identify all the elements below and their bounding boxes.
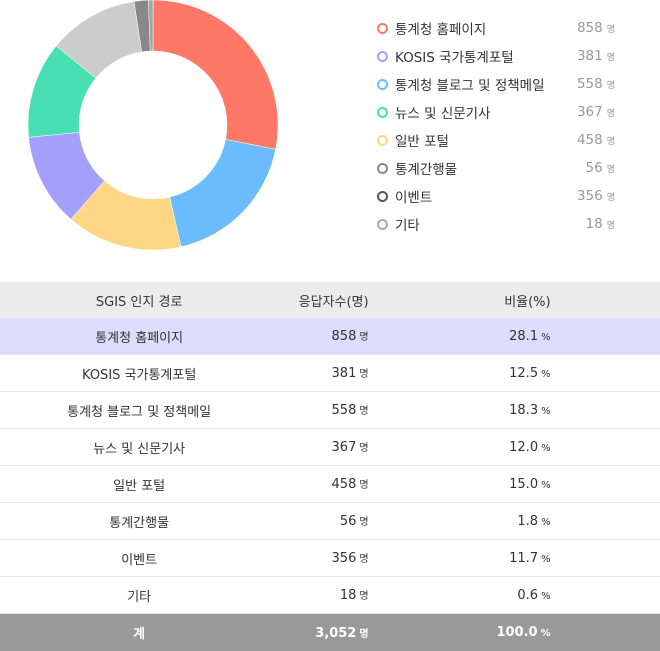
legend-label: 기타 [395,214,586,234]
legend-unit: 명 [607,190,615,203]
legend-label: 통계청 홈페이지 [395,18,577,38]
donut-slice-3[interactable] [170,139,276,246]
cell-label: 통계청 홈페이지 [0,318,278,355]
legend-label: 일반 포털 [395,130,577,150]
cell-spacer [552,429,660,466]
cell-spacer [552,318,660,355]
header-spacer [552,282,660,318]
legend-marker-icon [377,163,388,174]
legend-marker-icon [377,191,388,202]
legend-value: 458 [577,132,603,148]
legend-value: 558 [577,76,603,92]
cell-label: 이벤트 [0,540,278,577]
legend-label: 통계청 블로그 및 정책메일 [395,74,577,94]
legend-marker-icon [377,135,388,146]
cell-spacer [552,540,660,577]
header-ratio: 비율(%) [370,282,552,318]
cell-ratio: 1.8% [370,503,552,540]
cell-ratio: 18.3% [370,392,552,429]
legend-marker-icon [377,107,388,118]
legend-label: 뉴스 및 신문기사 [395,102,577,122]
cell-spacer [552,577,660,614]
legend-value: 18 [586,216,603,232]
legend-label: 이벤트 [395,186,577,206]
legend-unit: 명 [607,50,615,63]
legend-unit: 명 [607,134,615,147]
cell-label: KOSIS 국가통계포털 [0,355,278,392]
cell-spacer [552,614,660,651]
header-count: 응답자수(명) [278,282,369,318]
table-header-row: SGIS 인지 경로 응답자수(명) 비율(%) [0,282,660,318]
cell-spacer [552,466,660,503]
cell-ratio: 0.6% [370,577,552,614]
legend-label: 통계간행물 [395,158,586,178]
legend-value: 367 [577,104,603,120]
header-path: SGIS 인지 경로 [0,282,278,318]
cell-spacer [552,355,660,392]
legend-value: 356 [577,188,603,204]
cell-label: 통계청 블로그 및 정책메일 [0,392,278,429]
cell-ratio: 11.7% [370,540,552,577]
legend-unit: 명 [607,78,615,91]
cell-ratio: 28.1% [370,318,552,355]
legend-unit: 명 [607,218,615,231]
legend-marker-icon [377,51,388,62]
cell-spacer [552,503,660,540]
legend-unit: 명 [607,22,615,35]
cell-label: 통계간행물 [0,503,278,540]
cell-label: 일반 포털 [0,466,278,503]
cell-ratio: 12.0% [370,429,552,466]
legend-marker-icon [377,79,388,90]
legend-unit: 명 [607,106,615,119]
legend-value: 381 [577,48,603,64]
cell-spacer [552,392,660,429]
cell-label: 뉴스 및 신문기사 [0,429,278,466]
cell-label: 기타 [0,577,278,614]
legend-value: 56 [586,160,603,176]
cell-ratio: 100.0% [370,614,552,651]
cell-ratio: 12.5% [370,355,552,392]
legend-value: 858 [577,20,603,36]
donut-slice-1[interactable] [153,0,278,149]
cell-label: 계 [0,614,278,651]
legend-marker-icon [377,23,388,34]
legend-marker-icon [377,219,388,230]
donut-chart [0,0,300,270]
legend-unit: 명 [607,162,615,175]
legend-label: KOSIS 국가통계포털 [395,46,577,66]
cell-ratio: 15.0% [370,466,552,503]
